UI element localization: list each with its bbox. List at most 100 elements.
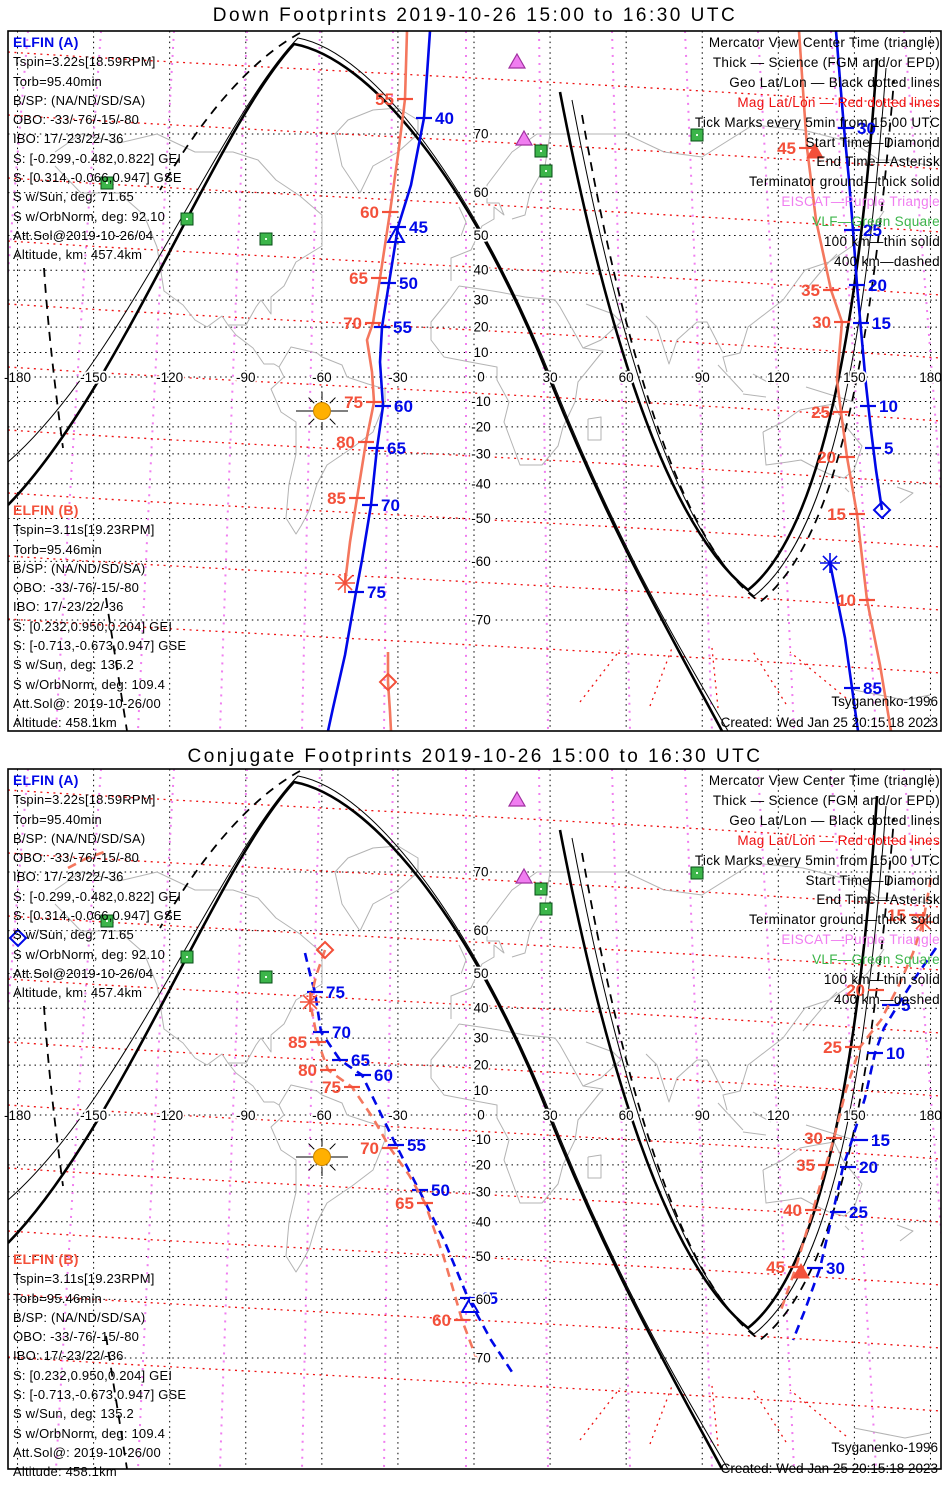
vlf-square-icon (545, 908, 547, 910)
down-footprints-map: 30 25 20 15 10 5 40 45 50 55 60 65 70 75 85 45 35 30 25 20 1… (2, 30, 943, 732)
legend-line: End Time—Asterisk (816, 154, 940, 170)
map-content: 30 25 20 15 10 5 40 45 50 55 60 65 70 75 85 45 35 30 25 20 1… (100, 31, 898, 731)
legend-line: Start Time—Diamond (805, 134, 940, 150)
lat-axis-label: 30 (473, 1031, 488, 1046)
mag-meridian-line (830, 769, 877, 1469)
lat-axis-label: 10 (473, 1083, 488, 1098)
vlf-square-icon (696, 134, 698, 136)
minute-tick-label: 40 (435, 109, 454, 128)
minute-tick-label: 35 (801, 281, 820, 300)
lon-axis-label: -60 (312, 370, 332, 385)
sun-icon (313, 402, 331, 420)
mag-latitude-line (579, 649, 621, 703)
minute-tick-label: 30 (804, 1129, 823, 1148)
lon-axis-label: -30 (388, 370, 408, 385)
legend-line: EISCAT—Purple Triangle (781, 194, 940, 210)
info-line: S w/Sun, deg: 135.2 (13, 1406, 134, 1422)
legend-line: Start Time—Diamond (805, 872, 940, 888)
sun-icon (308, 1164, 315, 1171)
eiscat-triangle-icon (507, 790, 527, 807)
minute-tick-label: 25 (823, 1038, 842, 1057)
legend-line: VLF—Green Square (812, 952, 940, 968)
minute-tick-label: 60 (432, 1311, 451, 1330)
conjugate-footprints-panel: 75 70 65 60 55 50 45 5 10 15 20 25 30 85 80 75 70 65 60 15 2… (0, 738, 950, 1500)
coastline (853, 689, 931, 701)
mag-latitude-line (649, 1385, 673, 1445)
coastline (717, 1102, 744, 1131)
lat-axis-label: -30 (471, 1184, 491, 1199)
axis-labels: -180 -150 -120 -90 -60 -30 30 60 90 120 150 1807060… (2, 125, 943, 629)
map-content: 7570656055504551015202530858075706560152… (8, 790, 938, 1376)
info-line: S: [0.232,0.950,0.204] GEI (13, 618, 173, 634)
lon-axis-label: 120 (767, 1108, 790, 1123)
minute-tick-label: 45 (777, 139, 796, 158)
coastline (227, 324, 280, 368)
vlf-square-icon (186, 956, 188, 958)
minute-tick-label: 10 (837, 591, 856, 610)
minute-tick-label: 20 (817, 448, 836, 467)
created-timestamp: Created: Wed Jan 25 20:15:18 2023 (720, 1461, 938, 1476)
legend-line: Tick Marks every 5min from 15:00 UTC (694, 114, 940, 130)
minute-tick-label: 75 (367, 583, 386, 602)
mag-meridian-line (383, 769, 394, 1469)
coastline (227, 1062, 280, 1106)
lon-axis-label: 30 (543, 370, 558, 385)
end-asterisk-icon (822, 555, 838, 571)
info-line: B/SP: (NA/ND/SD/SA) (13, 1309, 146, 1325)
minute-tick-label: 65 (349, 269, 368, 288)
minute-tick-label: 80 (336, 433, 355, 452)
mag-meridian-line (611, 31, 631, 731)
minute-tick-label: 80 (298, 1061, 317, 1080)
minute-tick-label: 30 (857, 119, 876, 138)
coastline (587, 1154, 602, 1179)
coastline (805, 1124, 855, 1141)
minute-tick-label: 35 (796, 1156, 815, 1175)
legend-line: Mag Lat/Lon — Red dotted lines (737, 94, 940, 110)
lat-axis-label: -20 (471, 419, 491, 434)
coastline (458, 944, 467, 975)
legend-line: Terminator ground—thick solid (748, 174, 940, 190)
elfin-b-info: ELFIN (B) Tspin=3.11s[19.23RPM] Torb=95.46… (13, 1250, 186, 1482)
coastline (458, 206, 467, 237)
minute-tick-label: 15 (887, 906, 906, 925)
info-line: S: [-0.299,-0.482,0.822] GEI (13, 888, 182, 904)
info-line: Altitude, km: 457.4km (13, 985, 143, 1001)
lon-axis-label: -150 (80, 370, 107, 385)
mag-latitude-line (711, 1385, 719, 1447)
end-asterisk-icon (915, 914, 931, 930)
coastline (853, 1427, 931, 1439)
minute-tick-label: 85 (288, 1033, 307, 1052)
coastline (802, 991, 838, 1032)
footprint-track-line (386, 652, 393, 731)
info-line: IBO: 17/-23/22/-36 (13, 869, 124, 885)
legend-line: VLF—Green Square (812, 214, 940, 230)
terminator-ground-line (558, 795, 879, 1330)
info-line: IBO: 17/-23/22/-36 (13, 599, 124, 615)
minute-tick-label: 55 (375, 90, 394, 109)
lon-axis-label: 180 (919, 1108, 942, 1123)
terminator-400km-line (581, 79, 895, 604)
minute-tick-label: 85 (863, 679, 882, 698)
legend-line: Mag Lat/Lon — Red dotted lines (737, 832, 940, 848)
minute-tick-label: 10 (879, 397, 898, 416)
lon-axis-label: 60 (619, 1108, 634, 1123)
conjugate-footprints-map: 7570656055504551015202530858075706560152… (2, 768, 943, 1470)
legend-line: 400 km—dashed (834, 253, 940, 269)
coastline (645, 1053, 724, 1103)
terminator-100km-line (8, 37, 729, 731)
lat-axis-label: 50 (473, 228, 488, 243)
coastline (742, 393, 767, 398)
eiscat-triangle-icon (514, 867, 534, 884)
info-line: OBO: -33/-76/-15/-80 (13, 112, 140, 128)
mag-meridian-line (684, 769, 713, 1469)
minute-tick-label: 60 (394, 397, 413, 416)
terminator-400km-line (43, 267, 64, 449)
minute-tick-label: 70 (332, 1023, 351, 1042)
info-line: S w/OrbNorm, deg: 92.10 (13, 946, 165, 962)
terminator-400km-line (105, 1335, 128, 1469)
legend-line: Mercator View Center Time (triangle) (708, 35, 940, 50)
info-line: Att.Sol@2019-10-26/04 (13, 227, 154, 243)
mag-meridian-line (757, 31, 795, 731)
coastline (645, 315, 724, 365)
legend-line: End Time—Asterisk (816, 892, 940, 908)
